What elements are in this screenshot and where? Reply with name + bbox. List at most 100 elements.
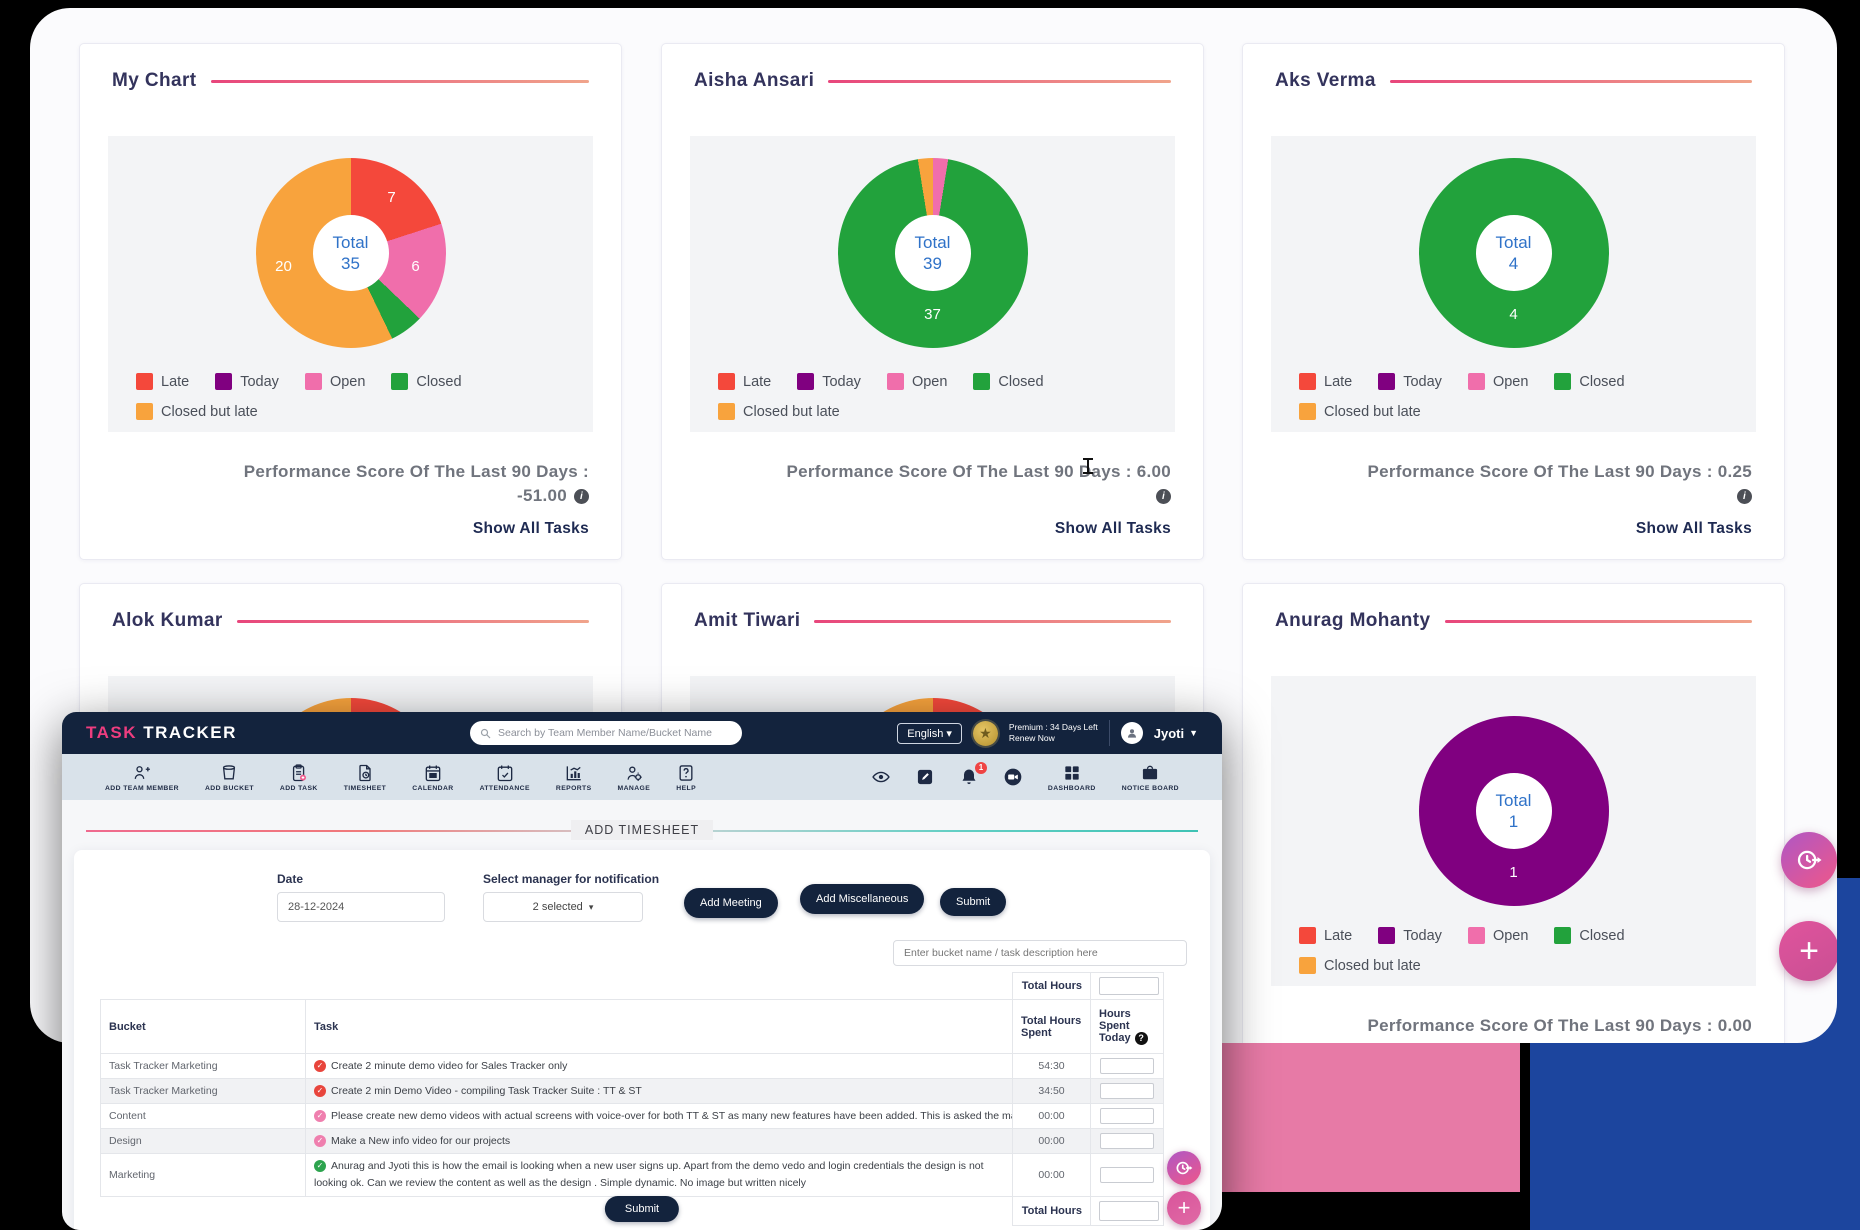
col-bucket: Bucket xyxy=(100,999,306,1054)
language-selector[interactable]: English ▾ xyxy=(897,722,962,744)
hours-today-input[interactable] xyxy=(1100,1108,1154,1124)
show-all-tasks-link[interactable]: Show All Tasks xyxy=(1635,519,1752,537)
nav-view-toggle[interactable] xyxy=(859,767,903,787)
user-menu[interactable]: Jyoti ▼ xyxy=(1153,725,1198,741)
manage-icon xyxy=(627,766,642,781)
card-header: Alok Kumar xyxy=(80,584,621,632)
timesheet-table: Total Hours Bucket Task Total Hours Spen… xyxy=(100,972,1164,1226)
legend-closed: Closed xyxy=(1554,373,1625,390)
user-icon xyxy=(1127,729,1136,738)
nav-attendance[interactable]: ATTENDANCE xyxy=(467,763,543,792)
chart-legend: Late Today Open Closed Closed but late xyxy=(1299,927,1728,974)
nav-notifications[interactable]: 1 xyxy=(947,762,991,787)
renew-now-link[interactable]: Renew Now xyxy=(1008,733,1055,743)
total-hours-input[interactable] xyxy=(1099,977,1159,995)
help-icon xyxy=(679,764,693,781)
title-underline xyxy=(1389,79,1752,83)
timesheet-history-fab-small[interactable] xyxy=(1167,1151,1201,1185)
performance-card-my-chart: My Chart 7 6 20 Total 35 Late Today xyxy=(79,43,622,560)
attendance-icon xyxy=(497,765,513,781)
hours-today-input[interactable] xyxy=(1100,1083,1154,1099)
donut-hole: Total 35 xyxy=(312,215,389,291)
submit-button-top[interactable]: Submit xyxy=(940,888,1007,916)
hours-today-input[interactable] xyxy=(1100,1166,1154,1183)
divider xyxy=(1108,720,1110,746)
slice-value-closed-late: 20 xyxy=(275,258,292,275)
donut-hole: Total 1 xyxy=(1475,773,1552,849)
performance-card-anurag-mohanty: Anurag Mohanty 1 Total 1 Late Today Open xyxy=(1242,583,1785,1043)
show-all-tasks-link[interactable]: Show All Tasks xyxy=(1054,519,1171,537)
add-miscellaneous-button[interactable]: Add Miscellaneous xyxy=(800,884,925,914)
donut-total: Total 35 xyxy=(332,232,369,273)
nav-edit[interactable] xyxy=(903,767,947,787)
date-field[interactable] xyxy=(277,892,445,922)
card-title: Anurag Mohanty xyxy=(1275,610,1431,631)
legend-swatch-today xyxy=(797,373,815,390)
legend-swatch-open xyxy=(304,373,322,390)
legend-closed: Closed xyxy=(391,373,462,390)
manager-select[interactable]: 2 selected ▾ xyxy=(483,892,643,922)
card-header: Amit Tiwari xyxy=(662,584,1203,632)
hours-today-input[interactable] xyxy=(1100,1058,1154,1074)
col-hours-spent-today: Hours Spent Today? xyxy=(1090,999,1164,1054)
show-all-tasks-link[interactable]: Show All Tasks xyxy=(472,519,589,537)
title-underline xyxy=(828,79,1171,83)
legend-closed-but-late: Closed but late xyxy=(718,403,840,420)
legend-closed-but-late: Closed but late xyxy=(1299,403,1421,420)
nav-reports[interactable]: REPORTS xyxy=(543,763,605,792)
legend-swatch-closed-but-late xyxy=(718,403,735,420)
nav-add-task[interactable]: ADD TASK xyxy=(267,763,331,792)
total-hours-input[interactable] xyxy=(1099,1200,1159,1221)
legend-closed: Closed xyxy=(973,373,1044,390)
nav-dashboard[interactable]: DASHBOARD xyxy=(1035,763,1109,792)
card-header: Anurag Mohanty xyxy=(1243,584,1784,632)
help-tooltip-icon[interactable]: ? xyxy=(1134,1032,1148,1045)
info-icon[interactable]: i xyxy=(1156,488,1171,504)
legend-open: Open xyxy=(1467,927,1528,944)
nav-help[interactable]: HELP xyxy=(663,763,709,792)
clock-arrow-icon xyxy=(1176,1161,1193,1175)
hours-today-input[interactable] xyxy=(1100,1133,1154,1149)
nav-timesheet[interactable]: TIMESHEET xyxy=(331,763,400,792)
nav-notice-board[interactable]: NOTICE BOARD xyxy=(1109,763,1192,792)
nav-video[interactable] xyxy=(991,767,1035,787)
info-icon[interactable]: i xyxy=(574,488,589,504)
reports-icon xyxy=(566,765,581,780)
chevron-down-icon: ▼ xyxy=(1189,728,1198,738)
task-status-icon xyxy=(314,1160,326,1173)
search-input[interactable] xyxy=(498,727,732,739)
page-title: ADD TIMESHEET xyxy=(570,820,714,840)
avatar[interactable] xyxy=(1120,722,1143,744)
legend-swatch-late xyxy=(718,373,735,390)
add-meeting-button[interactable]: Add Meeting xyxy=(684,888,778,918)
timesheet-history-fab[interactable] xyxy=(1781,832,1837,888)
slice-value-open: 6 xyxy=(411,258,420,275)
add-fab-small[interactable]: + xyxy=(1167,1191,1201,1225)
nav-calendar[interactable]: CALENDAR xyxy=(399,763,466,792)
bucket-search-input[interactable] xyxy=(893,940,1187,966)
performance-score: Performance Score Of The Last 90 Days : … xyxy=(1367,1016,1752,1035)
legend-today: Today xyxy=(215,373,279,390)
legend-late: Late xyxy=(1299,927,1352,944)
nav-add-bucket[interactable]: ADD BUCKET xyxy=(192,763,267,792)
chart-panel: 1 Total 1 Late Today Open Closed Closed b… xyxy=(1271,676,1756,986)
task-tracker-window: TASK TRACKER English ▾ ★ Premium : 34 Da… xyxy=(62,712,1222,1230)
nav-add-team-member[interactable]: ADD TEAM MEMBER xyxy=(92,763,192,792)
add-fab[interactable]: + xyxy=(1779,921,1837,981)
legend-late: Late xyxy=(1299,373,1352,390)
legend-swatch-late xyxy=(1299,373,1316,390)
legend-late: Late xyxy=(718,373,771,390)
nav-manage[interactable]: MANAGE xyxy=(605,763,664,792)
donut-hole: Total 4 xyxy=(1475,215,1552,291)
card-header: Aks Verma xyxy=(1243,44,1784,92)
col-task: Task xyxy=(305,999,1013,1054)
premium-star-icon: ★ xyxy=(972,720,998,746)
page-title-row: ADD TIMESHEET xyxy=(86,820,1198,842)
submit-button-bottom[interactable]: Submit xyxy=(604,1196,680,1222)
legend-swatch-closed-but-late xyxy=(136,403,153,420)
premium-status: Premium : 34 Days Left Renew Now xyxy=(1008,721,1098,743)
info-icon[interactable]: i xyxy=(1737,488,1752,504)
legend-open: Open xyxy=(304,373,365,390)
donut-chart: 4 Total 4 xyxy=(1418,158,1609,348)
search-box xyxy=(470,721,742,745)
